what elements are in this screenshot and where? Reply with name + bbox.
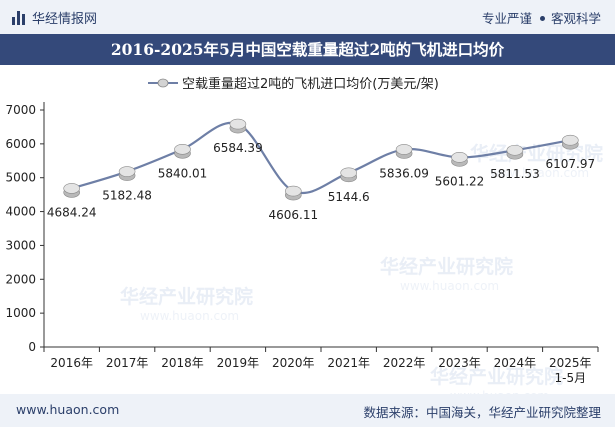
markers — [63, 118, 579, 201]
y-tick-label: 0 — [28, 340, 36, 354]
line-chart: 华经产业研究院www.huaon.com华经产业研究院www.huaon.com… — [5, 76, 603, 394]
brand[interactable]: 华经情报网 — [12, 8, 97, 27]
watermark-text: 华经产业研究院 — [430, 365, 563, 388]
header-bar: 华经情报网 专业严谨 客观科学 — [0, 0, 615, 34]
watermark-text: 华经产业研究院 — [120, 285, 253, 308]
x-tick-label: 2020年 — [272, 356, 315, 370]
y-tick-label: 5000 — [5, 171, 36, 185]
data-point — [451, 152, 468, 167]
x-tick-label: 2025年 1-5月 — [549, 356, 592, 385]
x-tick-label: 2017年 — [106, 356, 149, 370]
data-point — [395, 144, 413, 159]
y-tick-label: 2000 — [5, 272, 36, 286]
watermark-url: www.huaon.com — [140, 309, 239, 323]
brand-name: 华经情报网 — [32, 12, 98, 27]
tag-professional: 专业严谨 — [481, 11, 532, 26]
legend: 空载重量超过2吨的飞机进口均价(万美元/架) — [148, 76, 439, 92]
chart-title: 2016-2025年5月中国空载重量超过2吨的飞机进口均价 — [0, 34, 615, 65]
x-axis: 2016年 2017年 2018年 2019年 2020年 2021年 2022年 2023年… — [43, 346, 599, 385]
series-line — [71, 121, 571, 194]
footer-source: 数据来源：中国海关，华经产业研究院整理 — [363, 405, 601, 420]
data-point — [284, 185, 302, 201]
data-label: 5836.09 — [379, 166, 429, 180]
x-tick-label: 2019年 — [217, 356, 260, 370]
watermark-url: www.huaon.com — [400, 279, 499, 293]
y-axis: 0 1000 2000 3000 4000 5000 6000 7000 — [5, 102, 45, 354]
x-tick-label: 2024年 — [494, 356, 537, 370]
x-tick-label: 2021年 — [327, 356, 370, 370]
tag-objective: 客观科学 — [550, 11, 601, 26]
watermark-url: www.huaon.com — [450, 389, 549, 394]
x-tick-label: 2018年 — [161, 356, 204, 370]
data-point — [63, 183, 80, 198]
data-label: 6107.97 — [545, 157, 595, 171]
data-label: 6584.39 — [213, 141, 263, 155]
watermark-url: www.huaon.com — [490, 166, 589, 180]
legend-marker-icon — [157, 78, 169, 88]
y-tick-label: 4000 — [5, 205, 36, 219]
x-tick-label: 2022年 — [383, 356, 426, 370]
y-tick-label: 3000 — [5, 238, 36, 252]
y-tick-label: 7000 — [5, 103, 36, 117]
watermarks: 华经产业研究院www.huaon.com华经产业研究院www.huaon.com… — [120, 142, 603, 394]
data-label: 5182.48 — [102, 189, 152, 203]
footer-url[interactable]: www.huaon.com — [16, 402, 120, 417]
y-tick-label: 6000 — [5, 137, 36, 151]
data-label: 4606.11 — [268, 208, 318, 222]
data-label: 5601.22 — [435, 174, 485, 188]
data-point — [118, 166, 136, 181]
data-point — [229, 118, 247, 134]
data-point — [174, 143, 191, 159]
data-labels: 4684.24 5182.48 5840.01 6584.39 4606.11 5144.… — [47, 141, 595, 222]
data-label: 5144.6 — [328, 190, 370, 204]
data-point — [506, 144, 524, 160]
data-point — [340, 167, 358, 183]
footer-bar: www.huaon.com 数据来源：中国海关，华经产业研究院整理 — [0, 394, 615, 427]
y-tick-label: 1000 — [5, 306, 36, 320]
x-tick-label: 2023年 — [438, 356, 481, 370]
x-tick-label: 2016年 — [50, 356, 93, 370]
data-label: 5840.01 — [158, 166, 208, 180]
data-label: 5811.53 — [490, 167, 540, 181]
dot-icon — [539, 16, 545, 21]
legend-label: 空载重量超过2吨的飞机进口均价(万美元/架) — [182, 76, 439, 92]
data-point — [561, 134, 579, 150]
watermark-text: 华经产业研究院 — [380, 255, 513, 278]
data-label: 4684.24 — [47, 205, 97, 219]
logo-icon — [12, 10, 26, 25]
header-tags: 专业严谨 客观科学 — [482, 8, 601, 27]
